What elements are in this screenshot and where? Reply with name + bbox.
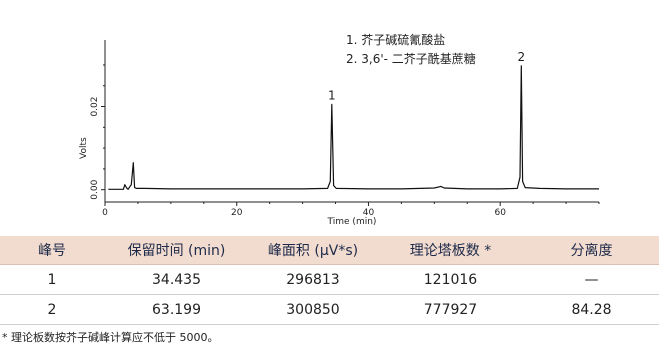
x-tick-label: 20 <box>231 208 243 218</box>
chromatogram-trace <box>108 65 599 190</box>
chromatogram-chart: 0 20 40 60 0.00 0.02 Time (min) Volts 1 2 1. 芥子碱硫氰… <box>79 32 600 227</box>
peak-label: 1 <box>328 88 336 102</box>
header-retention-time: 保留时间 (min) <box>104 236 249 265</box>
cell-resolution: 84.28 <box>524 294 659 325</box>
table-row: 1 34.435 296813 121016 — <box>0 264 659 295</box>
x-axis-title: Time (min) <box>327 217 377 227</box>
y-axis-title: Volts <box>79 137 89 159</box>
y-tick-label: 0.00 <box>90 179 100 199</box>
chromatogram-panel: 0 20 40 60 0.00 0.02 Time (min) Volts 1 2 1. 芥子碱硫氰… <box>0 32 659 237</box>
x-tick-label: 0 <box>102 208 108 218</box>
results-table: 峰号 保留时间 (min) 峰面积 (μV*s) 理论塔板数 * 分离度 1 3… <box>0 236 659 325</box>
cell-retention-time: 63.199 <box>104 294 249 325</box>
cell-theoretical-plates: 777927 <box>377 294 524 325</box>
cell-theoretical-plates: 121016 <box>377 264 524 295</box>
header-resolution: 分离度 <box>524 236 659 265</box>
table-row: 2 63.199 300850 777927 84.28 <box>0 294 659 325</box>
footnote: * 理论板数按芥子碱峰计算应不低于 5000。 <box>2 331 219 344</box>
cell-peak-area: 300850 <box>249 294 377 325</box>
y-tick-label: 0.02 <box>90 97 100 117</box>
peak-label: 2 <box>517 50 525 64</box>
cell-retention-time: 34.435 <box>104 264 249 295</box>
cell-peak-area: 296813 <box>249 264 377 295</box>
legend-entry: 1. 芥子碱硫氰酸盐 <box>346 32 445 47</box>
x-tick-label: 60 <box>494 208 506 218</box>
cell-peak-no: 1 <box>0 264 104 295</box>
header-peak-no: 峰号 <box>0 236 104 265</box>
cell-resolution: — <box>524 264 659 295</box>
header-theoretical-plates: 理论塔板数 * <box>377 236 524 265</box>
x-tick-label: 40 <box>363 208 375 218</box>
legend-entry: 2. 3,6'- 二芥子酰基蔗糖 <box>346 51 476 66</box>
cell-peak-no: 2 <box>0 294 104 325</box>
table-header-row: 峰号 保留时间 (min) 峰面积 (μV*s) 理论塔板数 * 分离度 <box>0 236 659 265</box>
header-peak-area: 峰面积 (μV*s) <box>249 236 377 265</box>
